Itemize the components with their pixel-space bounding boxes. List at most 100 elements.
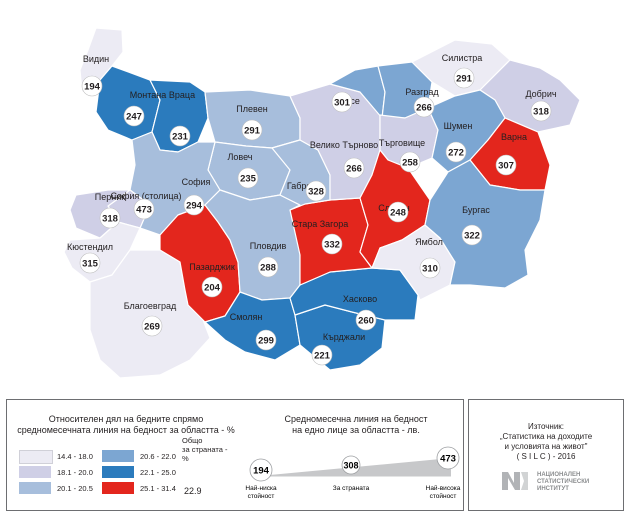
value-marker-kyustendil: [79, 252, 101, 274]
region-name-pleven: Плевен: [236, 104, 267, 114]
value-marker-lovech: [237, 167, 259, 189]
value-marker-plovdiv: [257, 256, 279, 278]
value-marker-stara-zagora: [321, 233, 343, 255]
region-name-veliko-tarnovo: Велико Търново: [310, 140, 378, 150]
min-marker: [249, 458, 273, 482]
source-panel: Източник: „Статистика на доходите и усло…: [468, 399, 624, 511]
source-text: Източник: „Статистика на доходите и усло…: [469, 422, 623, 462]
regions-layer: [63, 27, 581, 379]
value-vidin: 194: [84, 82, 101, 93]
source-line3: ( S I L C ) - 2016: [516, 452, 576, 461]
legend-label-2: 18.1 - 20.0: [57, 468, 93, 477]
value-sliven: 248: [390, 208, 406, 219]
legend-panel: Относителен дял на бедните спрямо средно…: [6, 399, 464, 511]
region-name-sofia-city: София (столица): [110, 191, 181, 201]
region-name-razgrad: Разград: [405, 87, 439, 97]
value-targovishte: 258: [402, 158, 418, 169]
value-marker-haskovo: [355, 309, 377, 331]
value-burgas: 322: [464, 231, 480, 242]
source-line1: „Статистика на доходите: [499, 432, 593, 441]
legend-title: Относителен дял на бедните спрямо средно…: [15, 414, 237, 436]
value-marker-blagoevgrad: [141, 315, 163, 337]
legend-swatch-1: [19, 450, 53, 464]
max-label-line2: стойност: [430, 492, 457, 500]
min-label-line1: Най-ниска: [245, 484, 277, 492]
value-marker-ruse: [331, 91, 353, 113]
region-blagoevgrad: [89, 249, 211, 379]
nsi-logo-line3: ИНСТИТУТ: [537, 486, 569, 492]
region-name-blagoevgrad: Благоевград: [124, 301, 177, 311]
legend-swatch-2: [19, 466, 51, 478]
value-veliko-tarnovo: 266: [346, 164, 362, 175]
region-name-targovishte: Търговище: [379, 138, 425, 148]
legend-swatch-6: [102, 482, 134, 494]
value-marker-dobrich: [530, 100, 552, 122]
value-shumen: 272: [448, 148, 464, 159]
legend-label-1: 14.4 - 18.0: [57, 452, 93, 461]
region-name-shumen: Шумен: [444, 121, 473, 131]
value-smolyan: 299: [258, 336, 274, 347]
value-marker-vidin: [81, 75, 103, 97]
legend-label-4: 20.6 - 22.0: [140, 452, 176, 461]
region-name-silistra: Силистра: [442, 53, 482, 63]
value-pazardzhik: 204: [204, 283, 221, 294]
max-label-line1: Най-висока: [426, 484, 461, 492]
value-haskovo: 260: [358, 316, 374, 327]
value-kyustendil: 315: [82, 259, 99, 270]
legend-label-5: 22.1 - 25.0: [140, 468, 176, 477]
value-marker-gabrovo: [305, 180, 327, 202]
value-marker-smolyan: [255, 329, 277, 351]
legend-swatch-4: [102, 450, 134, 462]
legend-title-line2: средномесечната линия на бедност за обла…: [17, 425, 235, 435]
source-label: Източник:: [527, 422, 565, 431]
poverty-line-title: Средномесечна линия на бедност на едно л…: [257, 414, 455, 436]
nsi-logo-icon: [502, 472, 528, 490]
min-label-line2: стойност: [248, 492, 275, 500]
value-marker-varna: [495, 154, 517, 176]
value-sofia-obl: 294: [186, 201, 203, 212]
region-name-sofia-obl: София: [182, 177, 211, 187]
value-marker-sliven: [387, 201, 409, 223]
region-name-smolyan: Смолян: [230, 312, 263, 322]
value-marker-pleven: [241, 119, 263, 141]
min-value: 194: [253, 466, 270, 477]
country-average-label-line1: Общо: [182, 436, 203, 445]
value-marker-kardzhali: [311, 344, 333, 366]
poverty-line-title-line2: на едно лице за областта - лв.: [292, 425, 420, 435]
value-marker-vratsa: [169, 125, 191, 147]
value-ruse: 301: [334, 98, 351, 109]
region-name-dobrich: Добрич: [525, 89, 556, 99]
legend-title-line1: Относителен дял на бедните спрямо: [48, 414, 204, 424]
region-name-gabrovo: Габрово: [287, 181, 321, 191]
region-name-vratsa: Враца: [169, 90, 195, 100]
region-name-stara-zagora: Стара Загора: [292, 219, 349, 229]
value-plovdiv: 288: [260, 263, 276, 274]
region-burgas: [424, 159, 546, 289]
value-marker-sofia-obl: [183, 194, 205, 216]
country-average-value: 22.9: [184, 486, 202, 496]
value-marker-targovishte: [399, 151, 421, 173]
value-razgrad: 266: [416, 103, 432, 114]
region-name-pazardzhik: Пазарджик: [189, 262, 235, 272]
region-name-kardzhali: Кърджали: [323, 332, 365, 342]
bulgaria-map: Видин 194 Монтана 247 Враца 231 Плевен 291 Ловеч…: [63, 27, 581, 379]
value-marker-sofia-city: [133, 198, 155, 220]
max-marker: [436, 446, 460, 470]
value-blagoevgrad: 269: [144, 322, 160, 333]
region-name-varna: Варна: [501, 132, 527, 142]
value-kardzhali: 221: [314, 351, 331, 362]
source-line2: и условията на живот": [504, 442, 588, 451]
value-lovech: 235: [240, 174, 257, 185]
value-silistra: 291: [456, 74, 473, 85]
value-marker-montana: [123, 105, 145, 127]
region-name-plovdiv: Пловдив: [250, 241, 287, 251]
value-marker-pernik: [99, 207, 121, 229]
value-varna: 307: [498, 161, 514, 172]
legend-swatch-3: [19, 482, 51, 494]
region-name-haskovo: Хасково: [343, 294, 377, 304]
value-marker-razgrad: [413, 96, 435, 118]
region-name-yambol: Ямбол: [415, 237, 443, 247]
value-marker-veliko-tarnovo: [343, 157, 365, 179]
value-pernik: 318: [102, 214, 118, 225]
value-montana: 247: [126, 112, 142, 123]
